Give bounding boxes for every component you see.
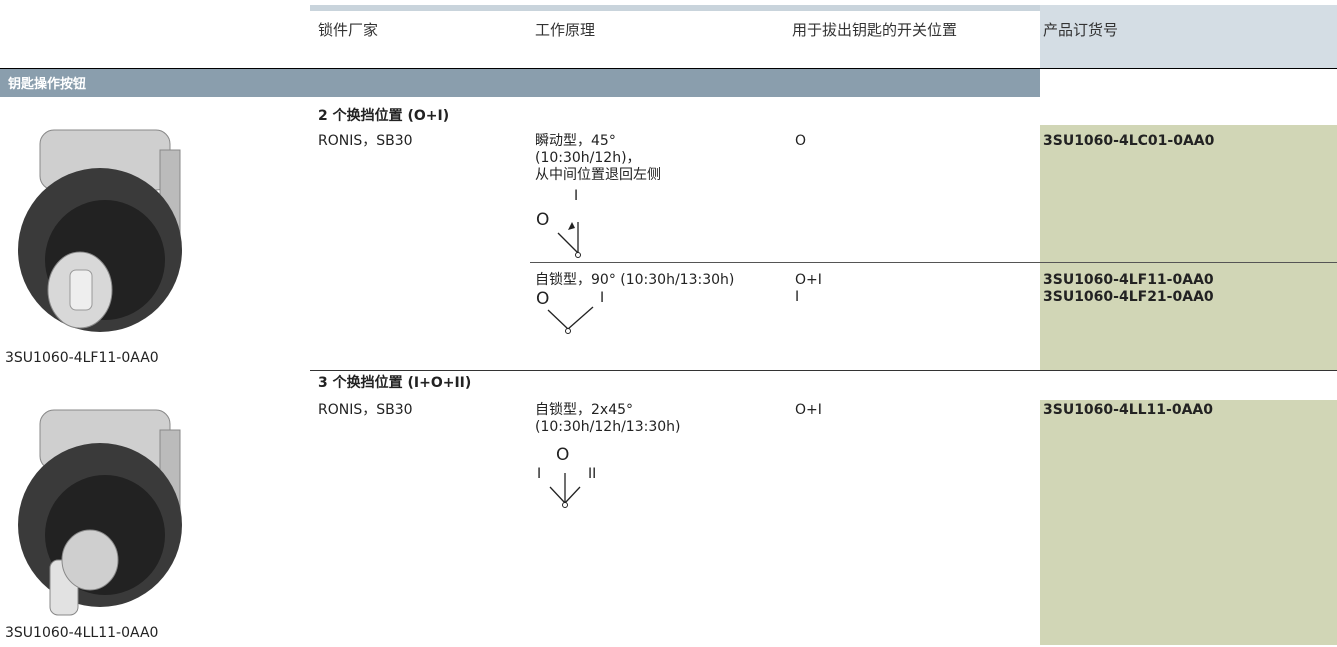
header-rule (0, 68, 1337, 69)
order-number: 3SU1060-4LC01-0AA0 (1043, 133, 1215, 149)
column-header: 产品订货号 (1043, 21, 1119, 39)
manufacturer: RONIS，SB30 (318, 402, 413, 418)
order-number: 3SU1060-4LF11-0AA0 (1043, 272, 1214, 288)
section-bar (0, 69, 1040, 97)
diagram-label: O (536, 289, 550, 309)
diagram-label: O (556, 445, 570, 465)
column-header: 工作原理 (535, 21, 596, 39)
switch-diagram (547, 306, 594, 334)
group-rule (310, 370, 1337, 371)
principle: 从中间位置退回左侧 (535, 167, 661, 183)
product-image (18, 409, 182, 616)
diagram-label: I (537, 466, 542, 482)
image-caption: 3SU1060-4LF11-0AA0 (5, 350, 159, 366)
order-number: 3SU1060-4LF21-0AA0 (1043, 289, 1214, 305)
switch-diagram (557, 222, 581, 258)
diagram-label: O (536, 210, 550, 230)
order-bg (1040, 400, 1337, 645)
section-title: 钥匙操作按钮 (8, 77, 87, 92)
diagram-label: I (600, 290, 605, 306)
order-bg (1040, 125, 1337, 370)
position: O+I (795, 272, 822, 288)
manufacturer: RONIS，SB30 (318, 133, 413, 149)
order-number: 3SU1060-4LL11-0AA0 (1043, 402, 1213, 418)
column-header: 锁件厂家 (318, 21, 379, 39)
group-heading: 3 个换挡位置 (I+O+II) (318, 375, 472, 391)
principle: (10:30h/12h/13:30h) (535, 419, 681, 435)
switch-diagram (549, 473, 581, 508)
position: O (795, 133, 807, 149)
position: I (795, 289, 800, 305)
principle: 自锁型，90° (10:30h/13:30h) (535, 272, 735, 288)
row-rule (530, 262, 1337, 263)
diagram-label: II (588, 466, 597, 482)
image-caption: 3SU1060-4LL11-0AA0 (5, 625, 159, 641)
position: O+I (795, 402, 822, 418)
product-image (18, 129, 182, 332)
column-header: 用于拔出钥匙的开关位置 (792, 21, 958, 39)
header-strip (310, 5, 1337, 11)
principle: 瞬动型，45° (535, 133, 616, 149)
principle: 自锁型，2x45° (535, 402, 634, 418)
group-heading: 2 个换挡位置 (O+I) (318, 108, 450, 124)
principle: (10:30h/12h)， (535, 150, 641, 166)
diagram-label: I (574, 188, 579, 204)
order-header-bg (1040, 5, 1337, 68)
